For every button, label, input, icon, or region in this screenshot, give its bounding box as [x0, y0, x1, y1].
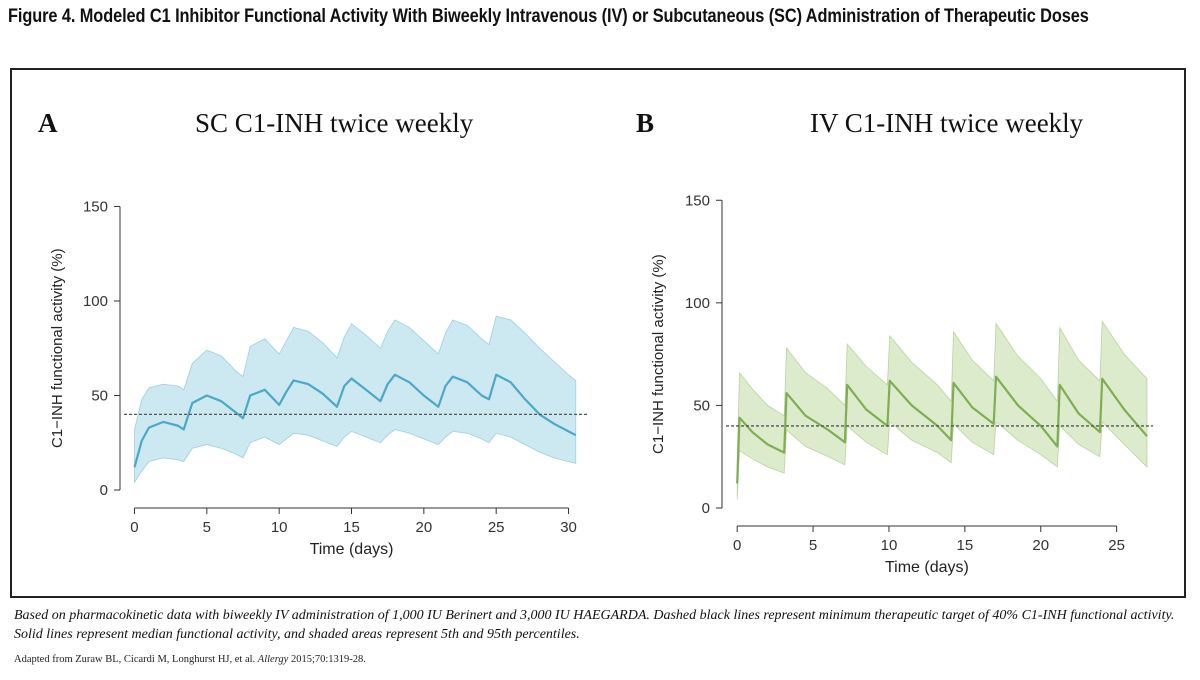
panel-b-y-axis-label: C1−INH functional activity (%)	[650, 254, 667, 454]
panel-a-x-tick-label: 20	[416, 519, 433, 536]
panel-a-y-tick-label: 150	[83, 198, 108, 215]
panel-b-y-tick-label: 100	[685, 295, 710, 312]
panel-a-percentile-band	[134, 315, 577, 484]
panel-a-y-tick-label: 100	[83, 293, 108, 310]
panel-a-x-tick-label: 10	[271, 519, 288, 536]
panel-a-x-tick-label: 25	[488, 519, 505, 536]
panel-a-x-tick-label: 15	[343, 519, 360, 536]
panel-a-x-tick-label: 30	[560, 519, 577, 536]
source-authors: Adapted from Zuraw BL, Cicardi M, Longhu…	[14, 654, 258, 665]
panel-b-label: B	[636, 108, 654, 138]
panel-a-chart: A SC C1-INH twice weekly 0 50 100 150 0 5 10 15 20…	[38, 108, 589, 558]
panel-a-median-line	[133, 373, 577, 468]
figure-caption: Based on pharmacokinetic data with biwee…	[14, 608, 1175, 642]
figure-frame	[10, 68, 1186, 598]
panel-a-y-axis-label: C1−INH functional activity (%)	[49, 248, 66, 448]
panel-b-x-tick-label: 5	[809, 537, 817, 554]
panel-a-x-tick-label: 0	[130, 519, 138, 536]
panel-b-title: IV C1-INH twice weekly	[810, 108, 1084, 138]
source-journal: Allergy	[257, 654, 289, 665]
figure-source: Adapted from Zuraw BL, Cicardi M, Longhu…	[14, 654, 1194, 665]
figure-title: Figure 4. Modeled C1 Inhibitor Functiona…	[8, 6, 1089, 27]
panel-b-y-tick-label: 150	[685, 192, 710, 209]
panel-b-x-tick-label: 0	[733, 537, 741, 554]
panel-a-y-tick-label: 0	[100, 482, 108, 499]
panel-b-x-axis-label: Time (days)	[885, 559, 969, 576]
panel-b-x-tick-label: 15	[957, 537, 974, 554]
panel-b-percentile-band	[736, 320, 1148, 500]
panel-a-title: SC C1-INH twice weekly	[195, 108, 474, 138]
panel-a-x-tick-label: 5	[203, 519, 211, 536]
panel-b-x-tick-label: 25	[1108, 537, 1125, 554]
panel-a-y-tick-label: 50	[91, 387, 108, 404]
panel-b-x-tick-label: 10	[881, 537, 898, 554]
panel-b-chart: B IV C1-INH twice weekly 0 50 100 150 0 5 10 15 20…	[636, 108, 1153, 576]
panel-a-label: A	[38, 108, 58, 138]
panel-b-y-tick-label: 0	[702, 500, 710, 517]
panel-b-x-tick-label: 20	[1032, 537, 1049, 554]
source-citation: 2015;70:1319-28.	[288, 654, 366, 665]
panel-b-y-tick-label: 50	[693, 397, 710, 414]
panel-a-x-axis-label: Time (days)	[310, 541, 394, 558]
